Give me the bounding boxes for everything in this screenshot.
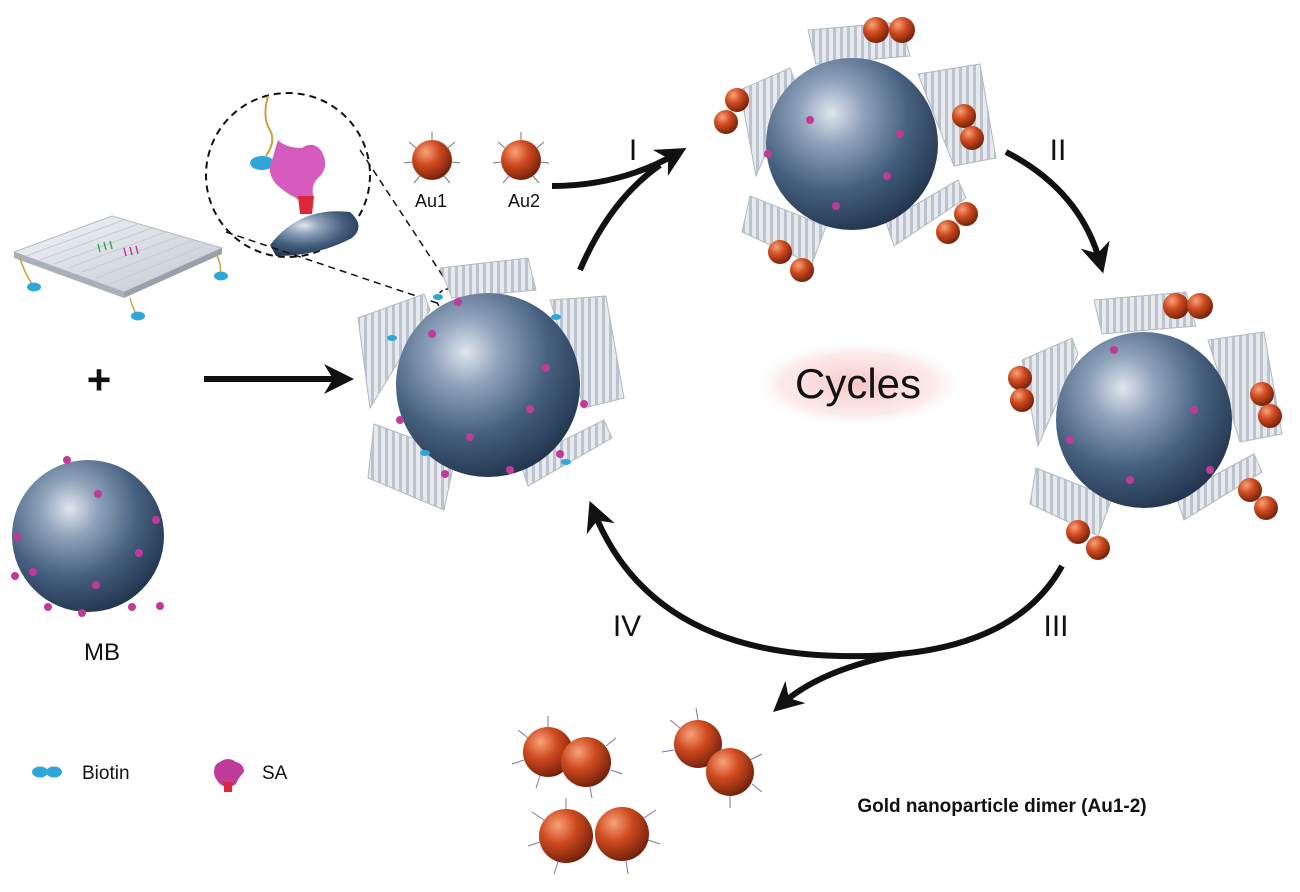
au1-nanoparticle <box>403 132 461 184</box>
legend: Biotin SA <box>32 759 288 792</box>
plus-sign: + <box>87 356 112 403</box>
au2-nanoparticle <box>492 132 550 184</box>
gold-dimer <box>661 707 763 808</box>
step1-label: I <box>629 134 637 167</box>
step2-label: II <box>1050 134 1067 167</box>
biotin-marker <box>27 271 228 321</box>
dimer-label: Gold nanoparticle dimer (Au1-2) <box>857 796 1146 817</box>
au1-label: Au1 <box>415 191 447 211</box>
central-complex <box>357 257 625 511</box>
complex-with-gold-right <box>1008 291 1283 560</box>
gold-dimer <box>511 716 623 799</box>
magnetic-bead <box>11 456 164 617</box>
sa-legend-icon <box>214 759 244 792</box>
origami-sheet <box>12 215 224 315</box>
biotin-legend-icon <box>32 766 62 778</box>
step1-arrow <box>577 162 662 272</box>
step3-label: III <box>1043 610 1068 643</box>
step4-label: IV <box>613 610 641 643</box>
biotin-legend-label: Biotin <box>82 763 130 784</box>
step4-arrow <box>586 500 1065 660</box>
gold-dimer <box>527 798 661 875</box>
sa-legend-label: SA <box>262 763 288 784</box>
complex-with-gold-top <box>714 17 997 282</box>
mb-label: MB <box>84 639 120 666</box>
au-addition-arrow <box>551 148 687 189</box>
step3-arrow <box>773 651 901 712</box>
cycles-label: Cycles <box>795 360 921 407</box>
au2-label: Au2 <box>508 191 540 211</box>
step2-arrow <box>1004 149 1110 274</box>
cycles-glow <box>748 340 968 428</box>
magnified-inset <box>205 92 460 312</box>
